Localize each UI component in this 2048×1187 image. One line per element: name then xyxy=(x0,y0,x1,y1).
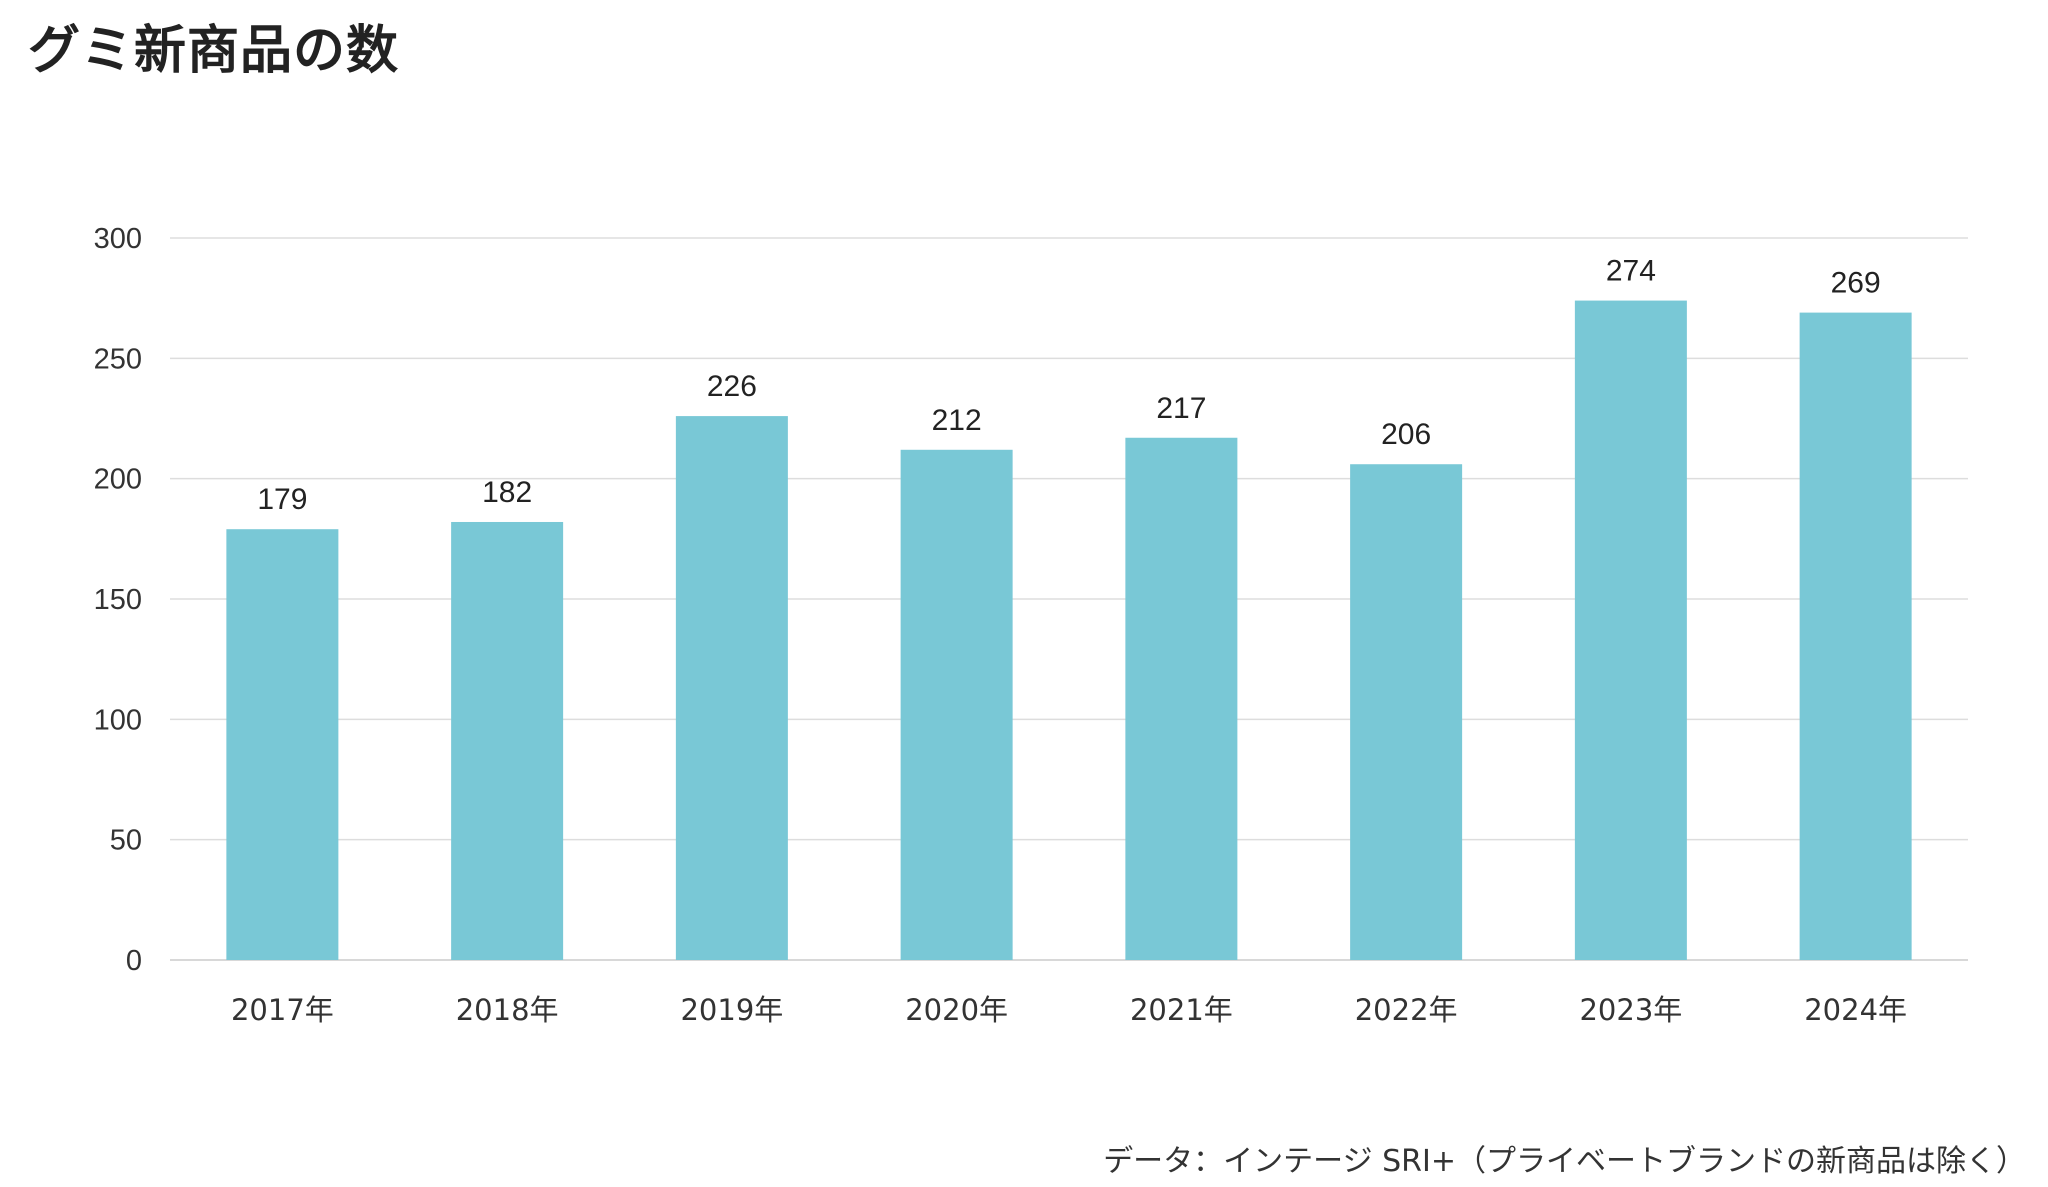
y-tick-label: 150 xyxy=(94,584,142,616)
bar xyxy=(226,529,339,960)
bar-value-label: 217 xyxy=(1156,392,1206,425)
x-category-label: 2017年 xyxy=(231,993,334,1027)
x-category-label: 2024年 xyxy=(1804,993,1907,1027)
x-axis-category-labels: 2017年 2018年 2019年 2020年 2021年 2022年 2023年 2024年 xyxy=(231,993,1907,1027)
y-tick-label: 0 xyxy=(126,945,142,977)
x-category-label: 2022年 xyxy=(1355,993,1458,1027)
x-category-label: 2019年 xyxy=(680,993,783,1027)
y-tick-label: 250 xyxy=(94,343,142,375)
bar-value-label: 269 xyxy=(1831,267,1881,300)
bar xyxy=(1125,437,1238,961)
bar xyxy=(451,521,564,960)
y-tick-label: 200 xyxy=(94,464,142,496)
bar xyxy=(1799,312,1912,960)
bar-value-label: 212 xyxy=(932,404,982,437)
x-category-label: 2023年 xyxy=(1579,993,1682,1027)
bar xyxy=(900,449,1013,960)
x-category-label: 2020年 xyxy=(905,993,1008,1027)
bar-value-label: 226 xyxy=(707,370,757,403)
y-axis-tick-labels: 0 50 100 150 200 250 300 xyxy=(94,223,142,977)
y-tick-label: 300 xyxy=(94,223,142,255)
bar-value-label: 206 xyxy=(1381,418,1431,451)
grid-lines xyxy=(170,237,1968,961)
bar-value-label: 182 xyxy=(482,476,532,509)
bar-value-label: 179 xyxy=(257,483,307,516)
chart-title: グミ新商品の数 xyxy=(28,21,400,81)
data-labels: 179 182 226 212 217 206 274 269 xyxy=(257,255,1880,517)
x-category-label: 2021年 xyxy=(1130,993,1233,1027)
source-note: データ：インテージ SRI+（プライベートブランドの新商品は除く） xyxy=(1103,1144,2026,1179)
y-tick-label: 100 xyxy=(94,704,142,736)
bars xyxy=(226,300,1912,961)
bar xyxy=(675,416,788,960)
x-category-label: 2018年 xyxy=(456,993,559,1027)
bar-value-label: 274 xyxy=(1606,255,1656,288)
y-tick-label: 50 xyxy=(110,825,142,857)
bar xyxy=(1350,464,1463,960)
bar xyxy=(1574,300,1687,960)
